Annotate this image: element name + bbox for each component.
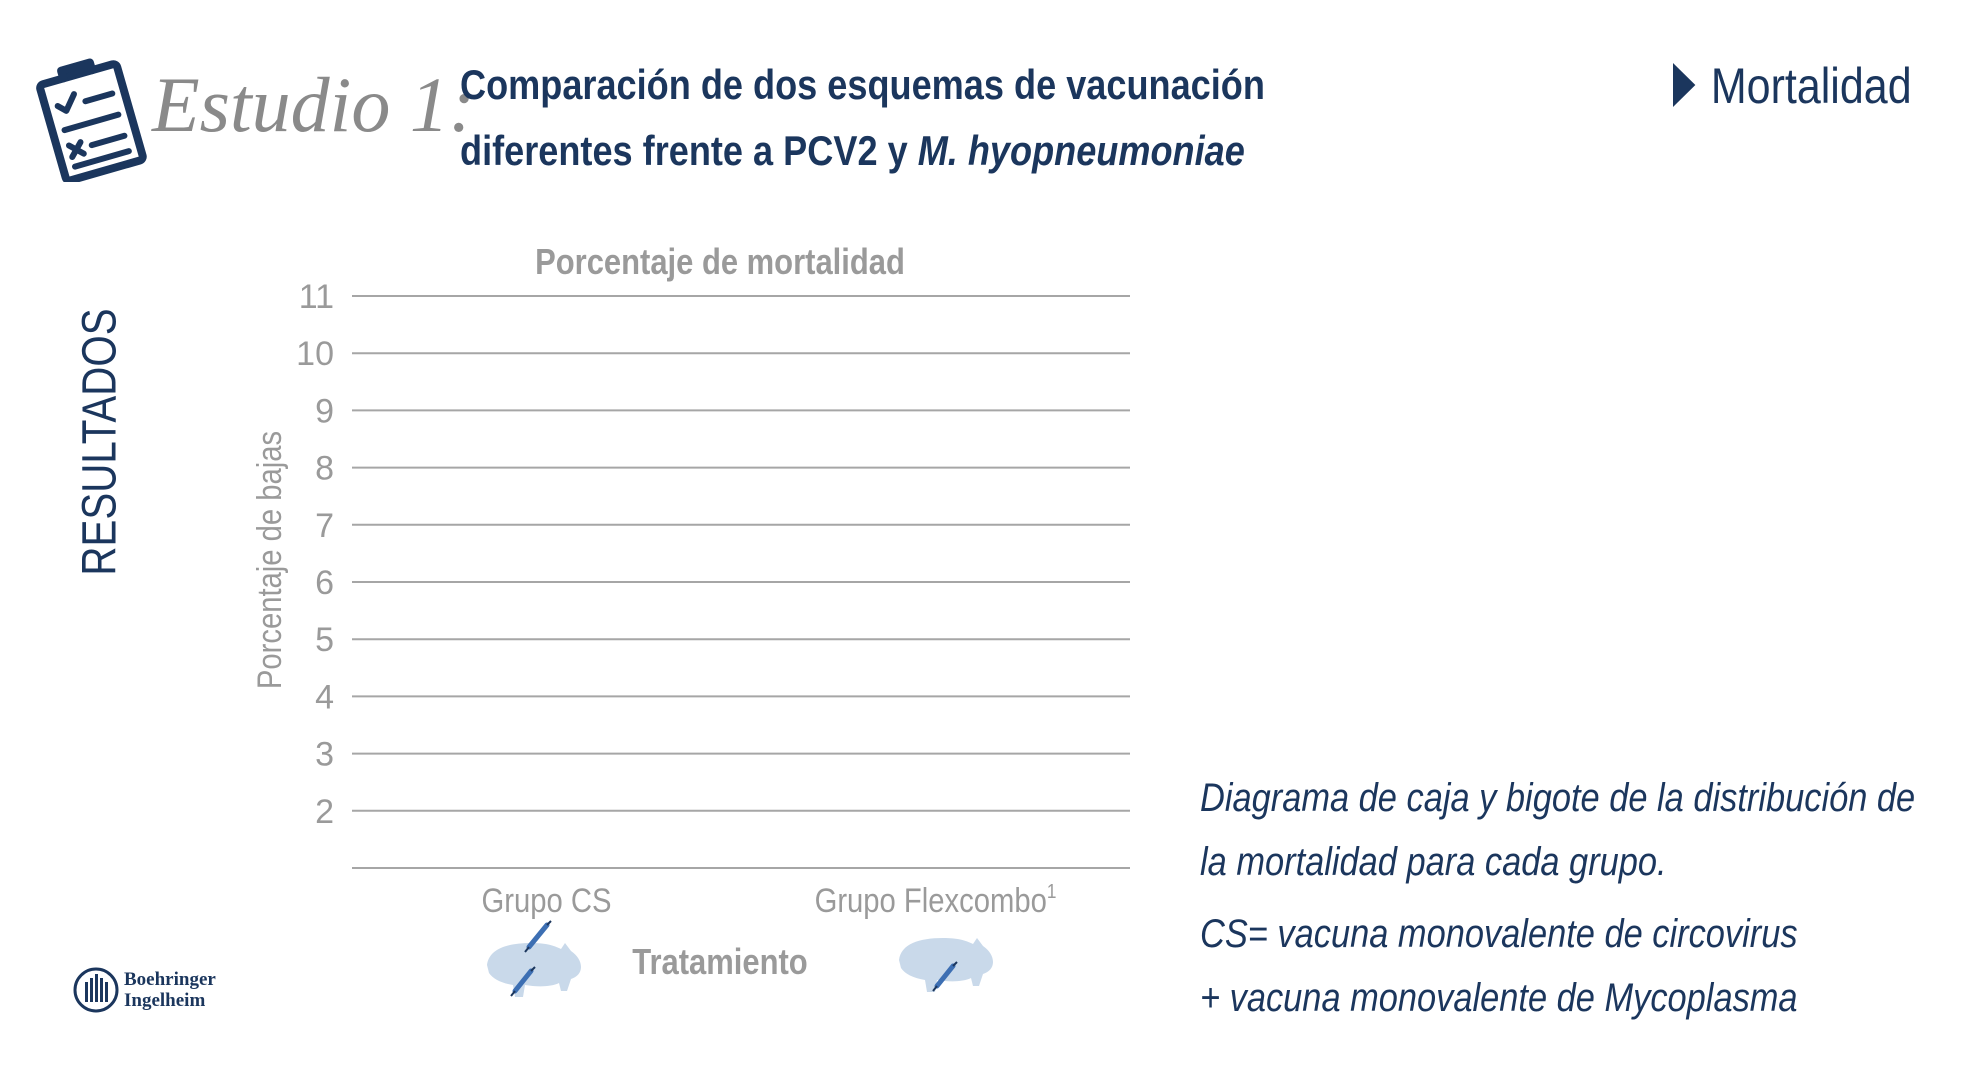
x-category-labels: Grupo CS Grupo Flexcombo1 <box>482 880 1057 920</box>
y-axis-label: Porcentaje de bajas <box>250 431 289 689</box>
note-line-2: la mortalidad para cada grupo. <box>1200 840 1667 884</box>
y-tick-label-7: 7 <box>315 507 334 545</box>
y-tick-label-11: 11 <box>299 278 334 316</box>
section-tab-label: Mortalidad <box>1710 58 1912 114</box>
title-line-2-italic: M. hyopneumoniae <box>917 127 1245 174</box>
y-tick-label-3: 3 <box>315 736 334 774</box>
y-tick-label-8: 8 <box>315 450 334 488</box>
x-category-label-1: Grupo CS <box>482 881 612 920</box>
section-tab-mortalidad[interactable]: Mortalidad <box>1673 56 1912 116</box>
y-tick-label-6: 6 <box>315 564 334 602</box>
title-line-1: Comparación de dos esquemas de vacunació… <box>460 61 1265 108</box>
pig-two-syringes-icon <box>487 920 581 997</box>
y-tick-label-10: 10 <box>296 335 334 373</box>
chart-notes: Diagrama de caja y bigote de la distribu… <box>1200 770 1916 1034</box>
x-category-superscript-2: 1 <box>1047 880 1057 903</box>
study-label: Estudio 1: <box>152 61 475 148</box>
x-axis-label: Tratamiento <box>632 943 807 983</box>
clipboard-checklist-icon <box>36 58 147 182</box>
logo-line-1: Boehringer <box>124 969 216 990</box>
y-tick-labels: 2 3 4 5 6 7 8 9 10 11 <box>296 278 334 831</box>
note-line-4: + vacuna monovalente de Mycoplasma <box>1200 976 1798 1020</box>
logo-text: Boehringer Ingelheim <box>124 969 216 1011</box>
note-line-1: Diagrama de caja y bigote de la distribu… <box>1200 776 1916 820</box>
title-line-2: diferentes frente a PCV2 y M. hyopneumon… <box>460 118 1245 184</box>
page-title: Comparación de dos esquemas de vacunació… <box>460 52 1265 184</box>
x-category-label-2: Grupo Flexcombo1 <box>815 880 1057 920</box>
y-tick-label-5: 5 <box>315 621 334 659</box>
pig-one-syringe-icon <box>899 938 993 992</box>
y-tick-label-4: 4 <box>315 678 334 716</box>
chart-title: Porcentaje de mortalidad <box>535 243 905 283</box>
title-line-2-text: diferentes frente a PCV2 y <box>460 127 918 174</box>
y-tick-label-9: 9 <box>315 392 334 430</box>
y-tick-label-2: 2 <box>315 793 334 831</box>
logo-line-2: Ingelheim <box>124 990 206 1011</box>
triangle-right-icon <box>1673 63 1696 107</box>
note-line-3: CS= vacuna monovalente de circovirus <box>1200 912 1798 956</box>
boehringer-ingelheim-logo <box>73 967 119 1013</box>
gridlines <box>352 295 1130 812</box>
